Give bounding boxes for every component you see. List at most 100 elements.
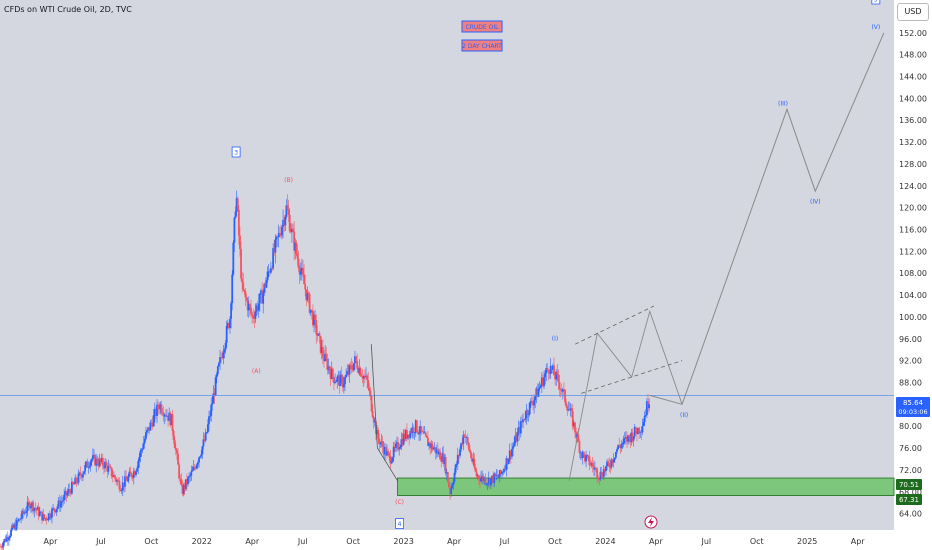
candle bbox=[320, 340, 323, 360]
candle bbox=[42, 509, 45, 522]
candle bbox=[390, 456, 393, 465]
lightning-icon[interactable] bbox=[644, 515, 658, 529]
candle bbox=[150, 418, 153, 428]
candle bbox=[490, 478, 492, 490]
candle bbox=[189, 473, 192, 482]
candle bbox=[103, 462, 105, 475]
price-tick-label: 124.00 bbox=[899, 182, 927, 191]
price-tick-label: 112.00 bbox=[899, 247, 927, 256]
candle bbox=[361, 369, 364, 384]
currency-button[interactable]: USD bbox=[897, 3, 929, 21]
candle bbox=[533, 394, 535, 414]
elliott-projection-line[interactable] bbox=[649, 32, 885, 405]
candle bbox=[402, 429, 405, 446]
candle bbox=[15, 517, 18, 531]
candle bbox=[147, 426, 150, 434]
candle bbox=[463, 433, 466, 439]
candle bbox=[119, 485, 122, 492]
channel-lower-line[interactable] bbox=[581, 360, 683, 394]
candle bbox=[515, 432, 518, 443]
candle bbox=[135, 470, 137, 478]
candle bbox=[566, 404, 569, 416]
candle bbox=[232, 240, 235, 277]
support-zone-rect[interactable] bbox=[397, 477, 895, 496]
candle bbox=[52, 503, 54, 511]
candle bbox=[35, 508, 38, 516]
candle bbox=[91, 448, 94, 463]
candle bbox=[641, 418, 644, 435]
candle bbox=[236, 196, 239, 213]
candle bbox=[120, 488, 123, 494]
candle bbox=[495, 469, 498, 481]
candle bbox=[315, 314, 318, 344]
candle bbox=[183, 482, 186, 496]
candle bbox=[141, 444, 144, 453]
time-tick-label: 2023 bbox=[393, 537, 413, 546]
candle bbox=[626, 431, 628, 448]
candle bbox=[460, 442, 463, 453]
abc-correction-line[interactable] bbox=[370, 344, 398, 482]
candle bbox=[387, 448, 390, 458]
price-tick-label: 68.00 bbox=[899, 488, 922, 497]
candle bbox=[6, 531, 9, 546]
candle bbox=[633, 423, 636, 439]
candle bbox=[1, 542, 4, 550]
candle bbox=[408, 434, 411, 446]
channel-upper-line[interactable] bbox=[574, 305, 655, 345]
candle bbox=[501, 470, 503, 479]
candle bbox=[607, 458, 610, 467]
candle bbox=[128, 467, 131, 478]
support-zone[interactable] bbox=[397, 477, 895, 496]
candle bbox=[30, 503, 32, 513]
candle bbox=[167, 415, 169, 427]
candle bbox=[25, 505, 28, 519]
time-tick-label: 2025 bbox=[797, 537, 817, 546]
candle bbox=[453, 468, 456, 484]
zigzag-projection-line[interactable] bbox=[568, 309, 683, 481]
candle bbox=[80, 474, 83, 481]
chart-tag-annotation[interactable]: 2 DAY CHART bbox=[461, 39, 503, 52]
candle bbox=[162, 405, 165, 422]
candle bbox=[404, 428, 407, 442]
drawings-group[interactable] bbox=[0, 32, 894, 482]
candle bbox=[532, 397, 534, 410]
candle bbox=[114, 474, 116, 482]
candle bbox=[304, 274, 307, 297]
candle bbox=[67, 483, 70, 497]
candle bbox=[578, 438, 581, 459]
price-tick-label: 96.00 bbox=[899, 335, 922, 344]
candle bbox=[345, 368, 348, 379]
candle bbox=[409, 428, 412, 440]
candle bbox=[31, 500, 33, 513]
candle bbox=[264, 277, 267, 294]
candle bbox=[414, 419, 417, 437]
candle bbox=[504, 464, 507, 472]
candle bbox=[198, 456, 200, 468]
candle bbox=[161, 408, 164, 416]
time-tick-label: Apr bbox=[44, 537, 59, 546]
candle bbox=[450, 482, 453, 497]
candle bbox=[491, 475, 493, 484]
candle bbox=[479, 474, 481, 488]
time-axis[interactable]: Apr Jul Oct 2022 Apr Jul Oct 2023 Apr Jul Oct 2024 A… bbox=[44, 537, 866, 546]
candle bbox=[266, 266, 269, 283]
candle bbox=[470, 450, 472, 461]
candle bbox=[132, 467, 135, 485]
candle bbox=[494, 472, 497, 477]
crude-oil-annotation[interactable]: CRUDE OIL bbox=[461, 20, 503, 33]
candle bbox=[430, 440, 433, 454]
candle bbox=[138, 453, 141, 468]
candle bbox=[339, 370, 342, 387]
candle bbox=[465, 435, 468, 446]
candle bbox=[298, 265, 301, 284]
candle bbox=[216, 365, 219, 377]
candle bbox=[427, 430, 429, 447]
candle bbox=[316, 325, 319, 342]
candle bbox=[265, 277, 268, 289]
candle bbox=[159, 401, 162, 415]
candle bbox=[69, 488, 72, 497]
candle bbox=[323, 349, 325, 368]
candle bbox=[340, 366, 343, 384]
candle bbox=[203, 434, 206, 442]
